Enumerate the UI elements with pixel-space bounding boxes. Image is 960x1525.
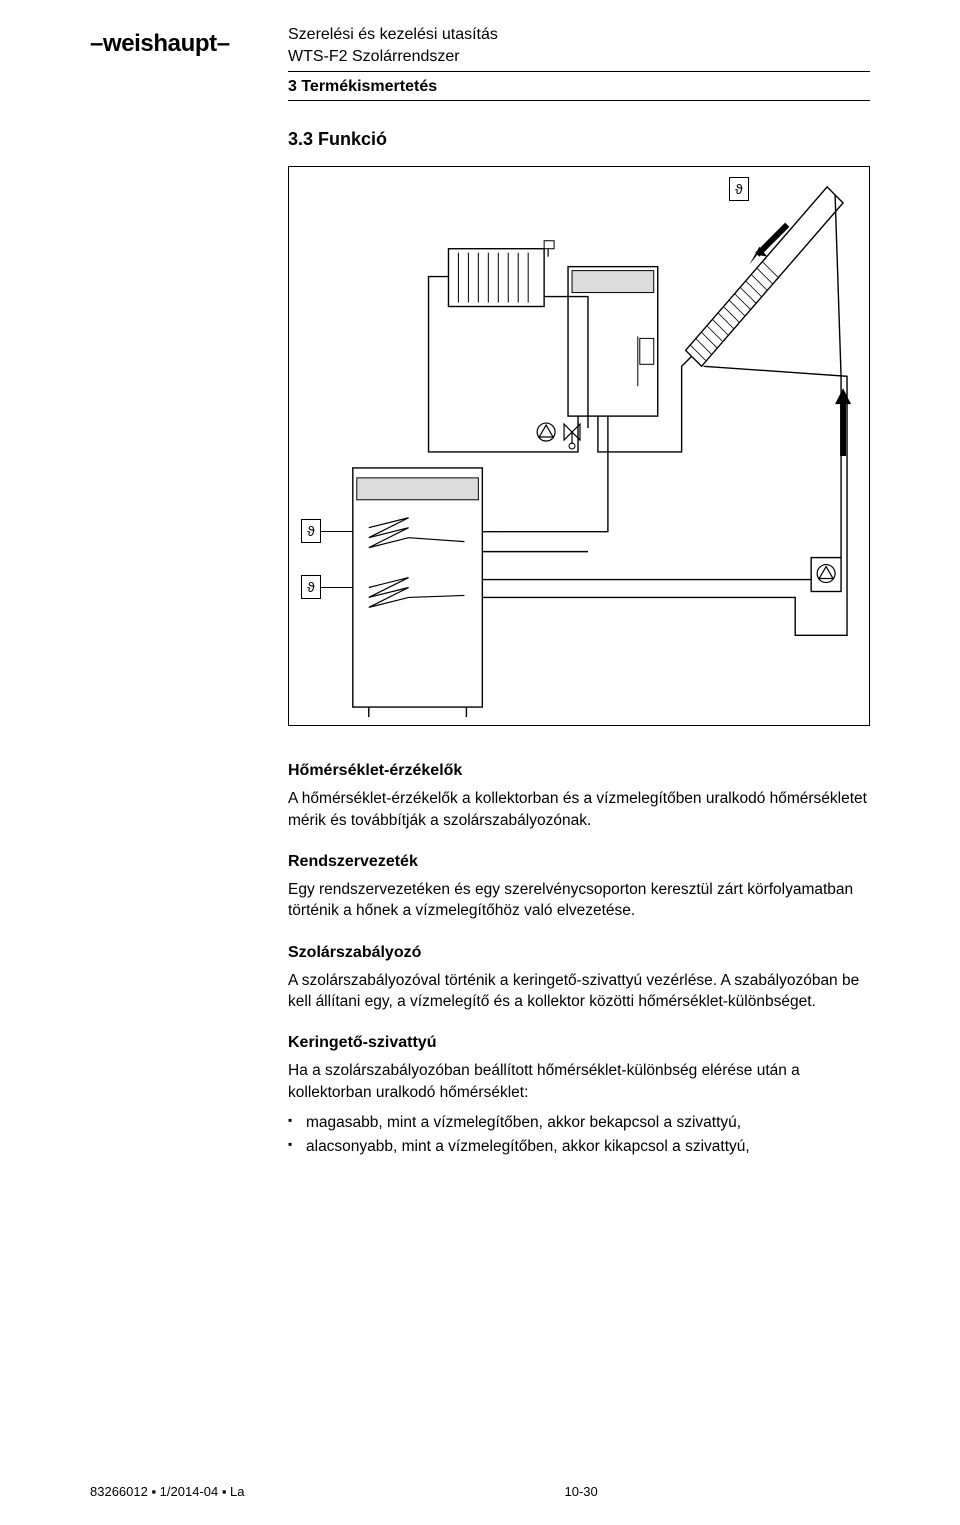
flow-up-icon	[835, 388, 851, 456]
radiator	[448, 241, 554, 307]
sensors-heading: Hőmérséklet-érzékelők	[288, 762, 870, 780]
list-item: magasabb, mint a vízmelegítőben, akkor b…	[288, 1111, 870, 1135]
collector	[678, 177, 857, 536]
page: –weishaupt– Szerelési és kezelési utasít…	[0, 0, 960, 1525]
header-rule	[288, 71, 870, 72]
pump-intro-text: Ha a szolárszabályozóban beállított hőmé…	[288, 1060, 870, 1103]
sensor-icon: ϑ	[301, 519, 321, 543]
footer-page-number: 10-30	[565, 1484, 598, 1499]
pump-right-group	[811, 558, 841, 592]
pump-symbol	[537, 423, 555, 441]
sensors-text: A hőmérséklet-érzékelők a kollektorban é…	[288, 788, 870, 831]
pump-conditions-list: magasabb, mint a vízmelegítőben, akkor b…	[288, 1111, 870, 1159]
boiler	[568, 267, 658, 428]
pipework	[429, 195, 848, 635]
function-diagram: ϑ ϑ ϑ	[288, 166, 870, 726]
sensor-icon: ϑ	[301, 575, 321, 599]
page-footer: 83266012 ▪ 1/2014-04 ▪ La 10-30	[90, 1484, 870, 1499]
storage-tank	[353, 468, 498, 717]
list-item: alacsonyabb, mint a vízmelegítőben, akko…	[288, 1135, 870, 1159]
pipework-text: Egy rendszervezetéken és egy szerelvényc…	[288, 879, 870, 922]
sensor-lead	[321, 531, 353, 532]
subsection-heading: 3.3 Funkció	[288, 129, 870, 150]
doc-title: Szerelési és kezelési utasítás	[288, 24, 870, 46]
controller-heading: Szolárszabályozó	[288, 944, 870, 962]
section-heading: 3 Termékismertetés	[288, 78, 870, 101]
sensor-lead	[321, 587, 353, 588]
pump-heading: Keringető-szivattyú	[288, 1034, 870, 1052]
brand-logo: –weishaupt–	[90, 30, 250, 58]
header-text-column: Szerelési és kezelési utasítás WTS-F2 Sz…	[288, 24, 870, 72]
diagram-svg	[289, 167, 869, 725]
sun-arrow-icon	[749, 225, 787, 265]
page-header: –weishaupt– Szerelési és kezelési utasít…	[90, 24, 870, 72]
sensor-icon: ϑ	[729, 177, 749, 201]
controller-text: A szolárszabályozóval történik a keringe…	[288, 970, 870, 1013]
footer-code: 83266012 ▪ 1/2014-04 ▪ La	[90, 1484, 245, 1499]
content-area: 3.3 Funkció	[288, 129, 870, 1159]
doc-subtitle: WTS-F2 Szolárrendszer	[288, 46, 870, 68]
logo-column: –weishaupt–	[90, 24, 250, 58]
pipework-heading: Rendszervezeték	[288, 853, 870, 871]
